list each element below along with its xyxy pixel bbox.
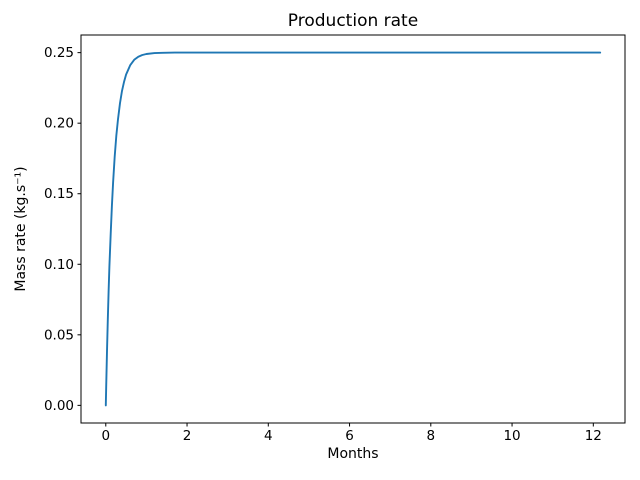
x-axis-label: Months	[327, 446, 379, 462]
y-tick-label: 0.10	[44, 257, 74, 273]
y-tick-label: 0.25	[44, 45, 74, 61]
x-tick-label: 12	[585, 428, 602, 444]
y-tick-label: 0.15	[44, 186, 74, 202]
y-tick-label: 0.00	[44, 398, 74, 414]
x-tick-label: 0	[101, 428, 110, 444]
y-tick-label: 0.05	[44, 327, 74, 343]
x-tick-label: 8	[427, 428, 436, 444]
chart-title: Production rate	[287, 11, 419, 31]
x-tick-label: 2	[183, 428, 192, 444]
axes-frame	[80, 34, 626, 424]
x-tick-label: 4	[264, 428, 273, 444]
x-tick-label: 10	[503, 428, 520, 444]
x-tick-label: 6	[345, 428, 354, 444]
y-tick-label: 0.20	[44, 116, 74, 132]
series-line	[104, 51, 602, 407]
